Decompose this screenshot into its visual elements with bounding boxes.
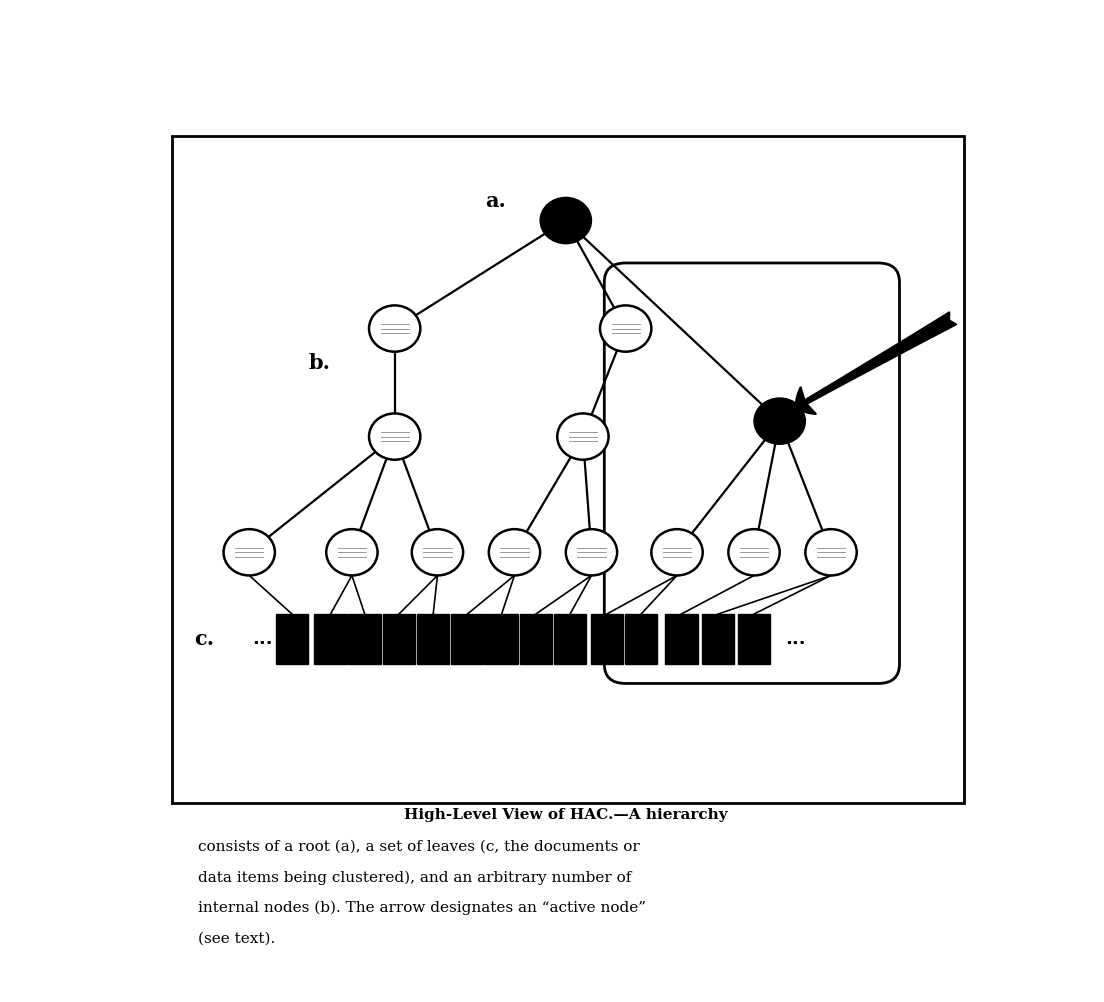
Circle shape bbox=[651, 529, 703, 575]
Bar bbox=[452, 614, 484, 664]
Circle shape bbox=[558, 414, 608, 460]
Circle shape bbox=[369, 306, 421, 352]
Bar bbox=[315, 614, 347, 664]
Text: (see text).: (see text). bbox=[198, 932, 275, 946]
Text: b.: b. bbox=[308, 354, 330, 374]
Text: data items being clustered), and an arbitrary number of: data items being clustered), and an arbi… bbox=[198, 870, 631, 885]
Bar bbox=[349, 614, 381, 664]
Text: c.: c. bbox=[194, 629, 214, 649]
Circle shape bbox=[327, 529, 378, 575]
Bar bbox=[486, 614, 518, 664]
Bar bbox=[737, 614, 771, 664]
Circle shape bbox=[754, 398, 806, 444]
Circle shape bbox=[412, 529, 464, 575]
Circle shape bbox=[540, 197, 592, 243]
Circle shape bbox=[566, 529, 617, 575]
Bar bbox=[554, 614, 586, 664]
Text: consists of a root (a), a set of leaves (c, the documents or: consists of a root (a), a set of leaves … bbox=[198, 840, 639, 854]
Bar bbox=[520, 614, 552, 664]
Text: High-Level View of HAC.—A hierarchy: High-Level View of HAC.—A hierarchy bbox=[404, 809, 728, 823]
FancyBboxPatch shape bbox=[172, 135, 964, 803]
Circle shape bbox=[223, 529, 275, 575]
Bar bbox=[417, 614, 449, 664]
Circle shape bbox=[806, 529, 857, 575]
Bar bbox=[665, 614, 698, 664]
Circle shape bbox=[601, 306, 651, 352]
Bar bbox=[591, 614, 623, 664]
Bar bbox=[702, 614, 734, 664]
Text: ...: ... bbox=[785, 630, 806, 648]
Bar bbox=[276, 614, 308, 664]
Circle shape bbox=[489, 529, 540, 575]
Bar bbox=[383, 614, 415, 664]
Circle shape bbox=[369, 414, 421, 460]
Text: internal nodes (b). The arrow designates an “active node”: internal nodes (b). The arrow designates… bbox=[198, 901, 646, 916]
Text: a.: a. bbox=[485, 191, 506, 211]
Bar bbox=[625, 614, 657, 664]
Circle shape bbox=[729, 529, 779, 575]
Text: ...: ... bbox=[252, 630, 273, 648]
